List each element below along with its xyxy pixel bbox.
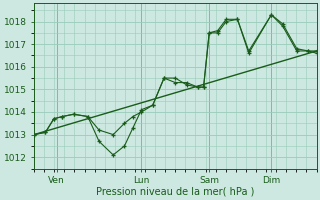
- X-axis label: Pression niveau de la mer( hPa ): Pression niveau de la mer( hPa ): [96, 187, 254, 197]
